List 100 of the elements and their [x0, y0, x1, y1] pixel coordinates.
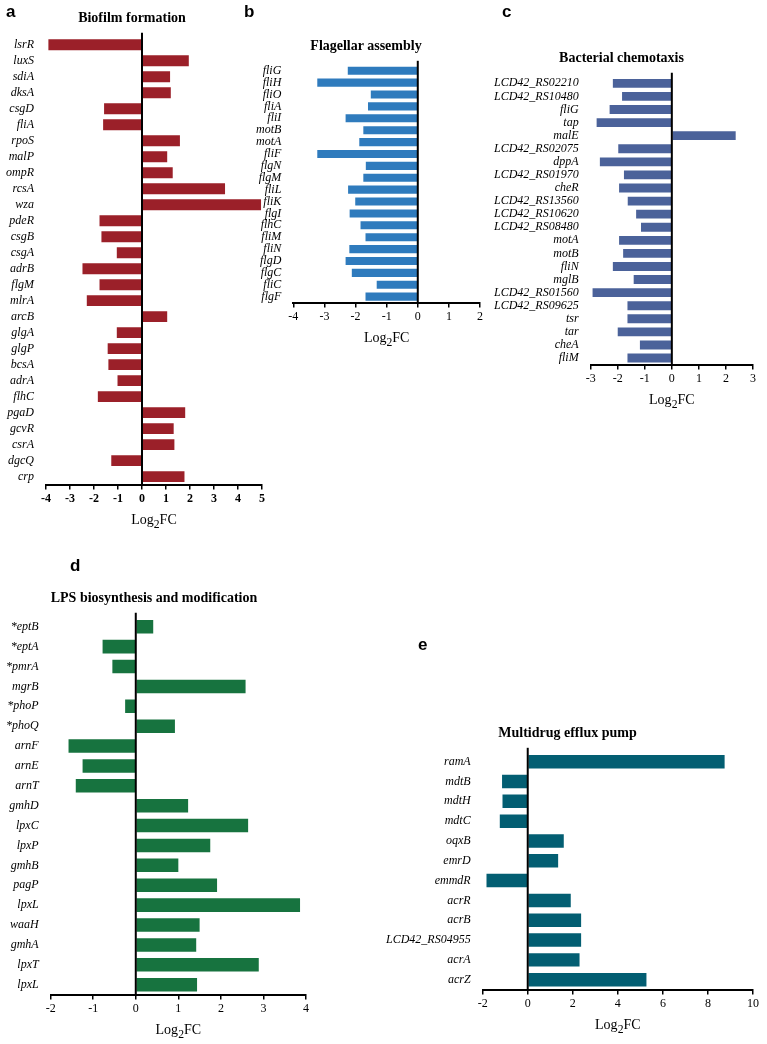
bar	[116, 327, 142, 339]
y-tick-label: pgaD	[6, 404, 35, 419]
y-tick-label: arnE	[14, 758, 40, 773]
y-tick-label: *pmrA	[5, 658, 40, 673]
y-tick-label: emrD	[443, 852, 472, 867]
x-tick-label: 4	[235, 490, 241, 505]
y-tick-label: lpxP	[16, 837, 40, 852]
bar	[142, 407, 186, 419]
x-tick-label: -2	[350, 308, 361, 323]
y-tick-label: *phoP	[7, 698, 40, 713]
bar	[136, 858, 179, 873]
y-tick-label: LCD42_RS10480	[492, 88, 579, 103]
text: c	[502, 2, 512, 22]
x-tick-label: 2	[477, 308, 483, 323]
y-tick-label: gmhB	[10, 857, 40, 872]
x-axis-title: Log$_{2}$FC	[595, 1017, 641, 1036]
y-tick-label: csgB	[10, 228, 35, 243]
bar	[486, 873, 527, 888]
bar	[136, 798, 189, 813]
y-tick-label: lpxC	[15, 817, 40, 832]
bar	[142, 167, 173, 179]
y-tick-label: fliM	[558, 350, 580, 365]
y-tick-label: wza	[15, 196, 34, 211]
y-tick-label: acrB	[447, 912, 472, 927]
bar	[97, 391, 142, 403]
y-tick-label: flgI	[264, 205, 283, 220]
y-tick-label: flgN	[260, 158, 283, 173]
y-tick-label: fliA	[16, 116, 35, 131]
chart-title: Bacterial chemotaxis	[559, 50, 685, 66]
y-tick-label: lpxT	[17, 956, 40, 971]
bar	[502, 774, 527, 789]
x-tick-label: 3	[211, 490, 217, 505]
y-tick-label: lsrR	[13, 36, 35, 51]
bar	[101, 231, 142, 243]
y-tick-label: fliG	[560, 101, 579, 116]
bar	[136, 838, 211, 853]
bar	[48, 39, 142, 51]
bar	[142, 55, 189, 67]
y-tick-label: fliG	[262, 62, 282, 77]
y-tick-label: motB	[553, 245, 580, 260]
x-tick-label: 3	[750, 370, 756, 385]
bar	[142, 423, 174, 435]
y-tick-label: ompR	[6, 164, 35, 179]
y-tick-label: flgD	[259, 253, 282, 268]
y-tick-label: arnF	[14, 738, 40, 753]
y-tick-label: LCD42_RS01970	[492, 167, 579, 182]
x-tick-label: -2	[612, 370, 623, 385]
y-tick-label: LCD42_RS02075	[492, 140, 579, 155]
y-tick-label: fliN	[263, 241, 283, 256]
bar	[502, 794, 527, 809]
x-tick-label: -1	[113, 490, 123, 505]
x-tick-label: -3	[585, 370, 596, 385]
x-tick-label: -2	[89, 490, 99, 505]
y-tick-label: rpoS	[11, 132, 34, 147]
y-tick-label: csgA	[10, 244, 35, 259]
bar	[499, 814, 527, 828]
bar	[136, 818, 249, 833]
y-tick-label: mdtH	[444, 793, 472, 808]
y-tick-label: mglB	[553, 271, 580, 286]
text: d	[70, 556, 81, 576]
x-tick-label: 1	[695, 370, 702, 385]
x-tick-label: -2	[45, 1000, 56, 1015]
y-tick-label: adrA	[10, 372, 35, 387]
y-tick-label: tar	[564, 324, 579, 339]
y-tick-label: LCD42_RS02210	[492, 75, 579, 90]
bar	[108, 359, 142, 371]
y-tick-label: fliF	[263, 146, 282, 161]
y-tick-label: csgD	[9, 100, 35, 115]
y-tick-label: lpxL	[17, 897, 39, 912]
x-tick-label: -3	[65, 490, 75, 505]
bar	[136, 898, 301, 912]
x-tick-label: 0	[132, 1000, 139, 1015]
x-tick-label: -4	[41, 490, 51, 505]
x-axis-title: Log$_{2}$FC	[649, 392, 695, 411]
y-tick-label: ramA	[444, 753, 472, 768]
y-tick-label: arcB	[11, 308, 35, 323]
y-tick-label: mdtC	[444, 813, 472, 828]
bar	[528, 953, 580, 967]
bar	[142, 151, 168, 163]
y-tick-label: LCD42_RS13560	[492, 193, 579, 208]
bar	[99, 279, 142, 291]
y-tick-label: waaH	[9, 917, 40, 932]
bar	[142, 71, 171, 83]
y-tick-label: acrR	[447, 892, 472, 907]
y-tick-label: mdtB	[445, 773, 472, 788]
y-tick-label: csrA	[12, 436, 35, 451]
x-axis-title: Log$_{2}$FC	[155, 1022, 202, 1041]
y-tick-label: acrA	[447, 952, 472, 967]
x-tick-label: 6	[659, 995, 666, 1010]
bar	[142, 183, 226, 195]
y-tick-label: *eptA	[10, 638, 40, 653]
y-tick-label: motA	[553, 232, 580, 247]
y-tick-label: pagP	[12, 877, 40, 892]
x-tick-label: -4	[288, 308, 299, 323]
x-tick-label: -3	[319, 308, 330, 323]
x-tick-label: 0	[524, 995, 531, 1010]
bar	[142, 471, 185, 483]
bar	[82, 759, 136, 773]
bar	[68, 739, 136, 753]
bar	[104, 103, 142, 115]
